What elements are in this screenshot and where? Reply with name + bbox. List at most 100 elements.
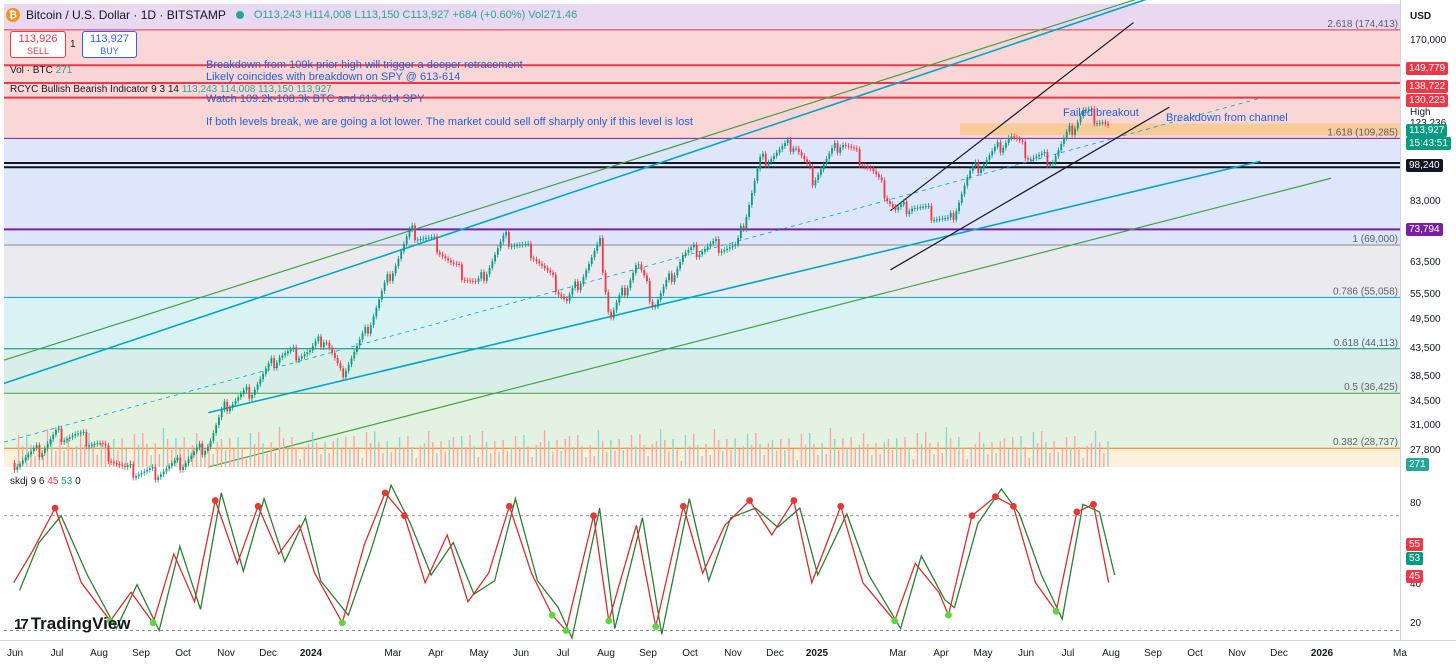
annotation-watch[interactable]: Watch 109.2k-108.3k BTC and 613-614 SPY (206, 93, 425, 105)
buy-button[interactable]: 113,927 BUY (82, 31, 137, 58)
volume-bar (804, 445, 807, 467)
volume-bar (767, 443, 769, 467)
rising-channel-lower (890, 106, 1170, 271)
volume-bar (953, 449, 956, 467)
candle-body (66, 438, 68, 441)
annotation-failed-breakout[interactable]: Failed breakout (1063, 107, 1139, 119)
candle-body (392, 273, 394, 281)
candle-body (400, 251, 403, 259)
volume-bar (626, 447, 629, 467)
volume-bar (1086, 446, 1088, 467)
volume-bar (17, 435, 20, 467)
volume-bar (175, 438, 177, 467)
candle-body (510, 246, 513, 248)
volume-bar (270, 442, 272, 467)
channel-mid (3, 97, 1261, 443)
candle-body (79, 432, 82, 434)
candle-body (571, 287, 574, 295)
level-tag-98240[interactable]: 98,240 (1406, 159, 1443, 172)
candle-body (57, 428, 60, 430)
volume-bar (1011, 437, 1014, 467)
candle-body (411, 225, 414, 230)
volume-legend-label: Vol · BTC (10, 65, 53, 76)
candle-body (1107, 123, 1110, 126)
annotation-both-levels[interactable]: If both levels break, we are going a lot… (206, 116, 693, 128)
price-tick: 31,000 (1410, 420, 1441, 431)
symbol-title[interactable]: Bitcoin / U.S. Dollar · 1D · BITSTAMP (26, 8, 226, 22)
level-tag-130223[interactable]: 130,223 (1406, 94, 1449, 107)
candle-body (532, 258, 535, 260)
candle-body (925, 206, 927, 208)
quantity[interactable]: 1 (70, 39, 76, 50)
sell-button[interactable]: 113,926 SELL (10, 31, 66, 58)
candle-body (1090, 108, 1093, 110)
level-tag-149779[interactable]: 149,779 (1406, 62, 1449, 75)
volume-bar (162, 428, 165, 467)
level-tag-73794[interactable]: 73,794 (1406, 223, 1443, 236)
candle-body (767, 162, 770, 166)
candle-body (427, 237, 430, 239)
volume-bar (204, 455, 206, 467)
candle-body (889, 201, 891, 204)
indicator-legend[interactable]: RCYC Bullish Bearish Indicator 9 3 14 11… (10, 84, 332, 95)
time-axis-label: Ma (1393, 648, 1407, 659)
volume-bar (1107, 441, 1109, 467)
candle-body (229, 407, 231, 412)
volume-bar (477, 457, 480, 467)
candle-body (737, 237, 740, 245)
volume-bar (490, 453, 492, 467)
candle-body (897, 207, 900, 210)
osc-sell-dot (254, 502, 262, 510)
candle-body (507, 232, 510, 247)
volume-bar (701, 456, 703, 467)
candle-body (223, 401, 226, 410)
osc-sell-dot (1009, 502, 1017, 510)
candle-body (902, 201, 905, 205)
volume-legend[interactable]: Vol · BTC 271 (10, 65, 72, 76)
candle-body (397, 258, 400, 267)
candle-body (930, 205, 933, 221)
volume-bar (249, 433, 252, 467)
candle-body (894, 206, 897, 210)
annotation-spy[interactable]: Likely coincides with breakdown on SPY @… (206, 71, 461, 83)
candle-body (651, 301, 654, 308)
candle-body (759, 156, 762, 169)
level-tag-138722[interactable]: 138,722 (1406, 80, 1449, 93)
candle-body (646, 275, 648, 281)
volume-bar (867, 444, 869, 467)
volume-bar (618, 439, 620, 467)
tradingview-logo[interactable]: 17 TradingView (14, 614, 131, 634)
time-axis[interactable] (0, 640, 1456, 667)
candle-body (1065, 131, 1068, 138)
volume-bar (738, 449, 740, 467)
candle-body (911, 208, 913, 212)
last-price-tag[interactable]: 113,927 (1406, 124, 1448, 137)
candle-body (353, 351, 356, 359)
annotation-breakdown[interactable]: Breakdown from 109k prior high will trig… (206, 59, 523, 71)
fib-zone (4, 29, 1400, 139)
candle-body (665, 279, 668, 287)
candle-body (706, 246, 709, 250)
volume-value: Vol271.46 (528, 9, 578, 21)
candle-body (681, 255, 684, 262)
symbol-legend[interactable]: ₿ Bitcoin / U.S. Dollar · 1D · BITSTAMP … (6, 8, 577, 22)
oscillator-legend[interactable]: skdj 9 6 45 53 0 (10, 476, 81, 487)
volume-bar (1007, 449, 1010, 467)
buy-label: BUY (100, 46, 119, 56)
volume-bar (958, 437, 960, 467)
volume-bar (920, 444, 923, 467)
candle-body (52, 434, 55, 440)
volume-bar (55, 451, 57, 467)
volume-bar (142, 433, 144, 467)
volume-bar (510, 448, 513, 467)
candle-body (963, 185, 966, 195)
volume-bar (21, 446, 24, 467)
price-tick: 170,000 (1410, 35, 1447, 46)
volume-bar (353, 436, 355, 467)
annotation-breakdown-channel[interactable]: Breakdown from channel (1166, 112, 1288, 124)
volume-bar (224, 450, 227, 467)
currency-label[interactable]: USD (1410, 11, 1432, 22)
volume-bar (697, 445, 699, 467)
candle-body (438, 252, 441, 255)
